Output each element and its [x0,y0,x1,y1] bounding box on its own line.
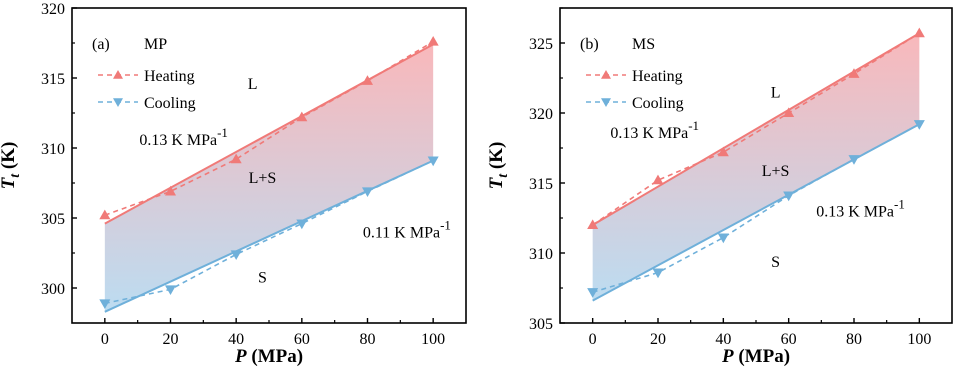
slope-annotation: 0.13 K MPa-1 [139,125,228,149]
cooling-legend-label: Cooling [632,95,684,112]
x-tick-label: 0 [589,331,597,348]
x-tick-label: 40 [715,331,731,348]
heating-data-point [164,185,177,196]
heating-series-line [592,32,920,226]
x-tick-label: 80 [846,331,862,348]
y-axis-title: Tt (K) [486,142,511,190]
slope-annotation: 0.11 K MPa-1 [363,218,451,242]
panel-a: 0 20 40 60 80 100 300 305 310 315 320 P (MPa) Tt (K)… [0,1,467,367]
cooling-data-point [296,219,308,230]
heating-data-point [361,75,374,85]
heating-data-point [717,146,729,157]
heating-data-point [783,107,795,118]
slope-annotation: 0.13 K MPa-1 [610,118,699,142]
cooling-data-point [587,288,599,298]
heating-data-point [913,27,925,38]
material-label: MS [632,36,655,53]
heating-data-point [427,35,439,46]
phase-label: L [248,76,258,93]
cooling-data-point [230,250,242,261]
cooling-legend-marker [601,98,611,107]
x-axis-title: P (MPa) [234,346,303,367]
heating-legend-label: Heating [144,68,195,85]
y-tick-label: 315 [529,176,553,193]
phase-region-fill [104,44,434,312]
panel-label: (b) [580,36,599,53]
cooling-data-point [427,156,439,167]
x-tick-label: 60 [294,331,310,348]
cooling-data-point [652,268,664,279]
x-tick-label: 100 [421,331,445,348]
slope-annotation: 0.13 K MPa-1 [816,197,905,221]
x-tick-label: 60 [781,331,797,348]
phase-region-fill [592,33,920,301]
cooling-data-point [164,285,177,296]
heating-data-point [848,68,860,78]
heating-data-point [230,153,242,164]
y-tick-label: 310 [41,141,65,158]
y-tick-label: 305 [41,211,65,228]
phase-label: L+S [249,170,277,187]
heating-legend-marker [113,70,123,79]
cooling-data-point [361,187,374,198]
x-tick-label: 20 [650,331,666,348]
y-axis-title: Tt (K) [0,142,23,190]
x-axis-title: P (MPa) [721,346,790,367]
heating-legend-marker [601,70,611,79]
phase-label: S [771,254,780,271]
heating-series-line [104,40,434,216]
x-tick-label: 100 [907,331,931,348]
panel-label: (a) [92,36,110,53]
y-tick-label: 310 [529,246,553,263]
phase-label: S [258,269,267,286]
y-tick-label: 320 [529,106,553,123]
heating-data-point [99,209,111,220]
cooling-legend-marker [113,98,123,107]
heating-data-point [296,111,308,122]
cooling-data-point [848,155,860,165]
material-label: MP [144,36,167,53]
heating-data-point [587,219,599,230]
cooling-series-line [592,123,920,293]
x-tick-label: 0 [101,331,109,348]
cooling-data-point [717,233,729,244]
x-tick-label: 80 [360,331,376,348]
x-tick-label: 40 [228,331,244,348]
cooling-series-line [104,159,434,305]
y-tick-label: 325 [529,36,553,53]
y-tick-label: 305 [529,316,553,333]
heating-data-point [652,174,664,185]
heating-legend-label: Heating [632,68,683,85]
y-tick-label: 320 [41,1,65,18]
x-tick-label: 20 [163,331,179,348]
panel-b: 0 20 40 60 80 100 305 310 315 320 325 P (MPa) Tt (K)… [486,7,953,367]
cooling-legend-label: Cooling [144,95,196,112]
cooling-data-point [913,120,925,130]
y-tick-label: 300 [41,281,65,298]
heating-fit-line [592,32,920,226]
phase-label: L [771,85,781,102]
phase-label: L+S [762,163,790,180]
y-tick-label: 315 [41,71,65,88]
cooling-data-point [783,191,795,202]
cooling-data-point [99,299,111,310]
